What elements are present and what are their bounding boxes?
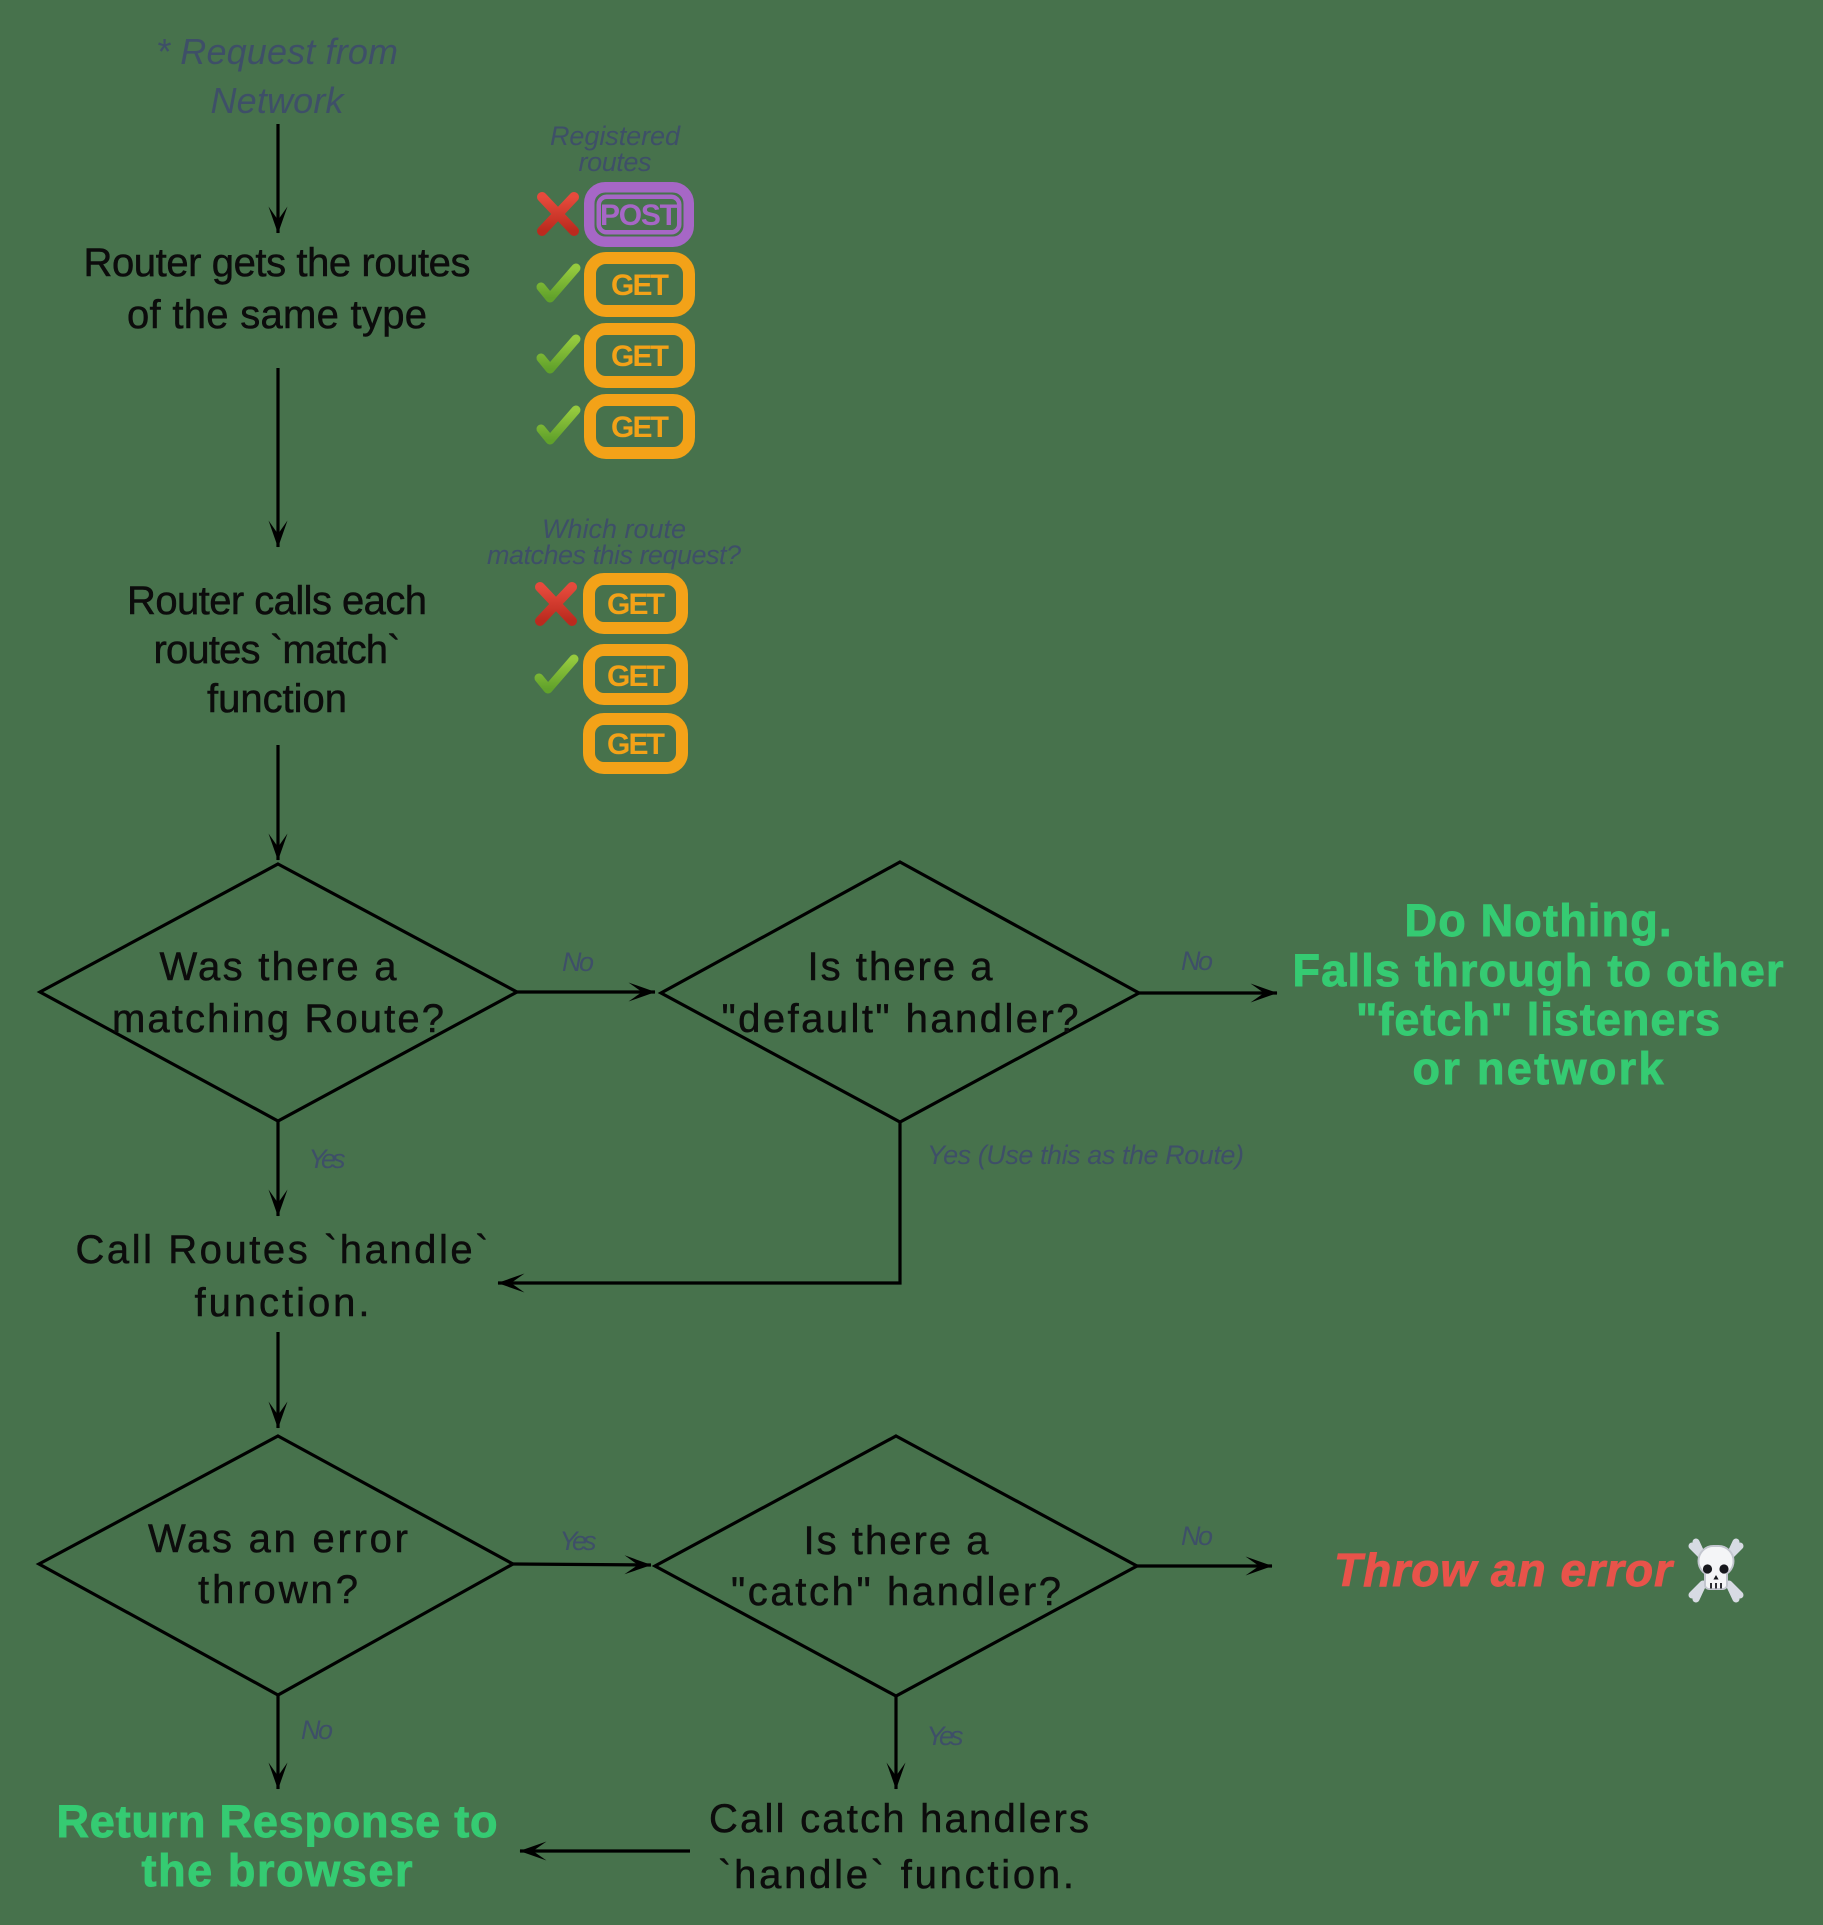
- svg-text:the browser: the browser: [142, 1845, 413, 1896]
- svg-text:Router calls each: Router calls each: [127, 579, 427, 623]
- svg-text:Yes: Yes: [927, 1721, 964, 1751]
- svg-text:function: function: [207, 677, 347, 721]
- svg-text:Falls through to other: Falls through to other: [1293, 945, 1784, 996]
- svg-text:No: No: [301, 1715, 333, 1745]
- svg-text:GET: GET: [611, 340, 669, 373]
- svg-text:GET: GET: [611, 411, 669, 444]
- svg-text:GET: GET: [607, 588, 665, 621]
- svg-text:GET: GET: [607, 728, 665, 761]
- svg-text:routes: routes: [579, 147, 652, 177]
- svg-text:Is there a: Is there a: [804, 1519, 990, 1563]
- svg-text:Which route: Which route: [542, 514, 686, 544]
- svg-text:* Request from: * Request from: [156, 31, 398, 72]
- svg-text:No: No: [562, 947, 594, 977]
- svg-text:GET: GET: [611, 269, 669, 302]
- svg-text:Was there a: Was there a: [160, 945, 398, 989]
- svg-text:"fetch" listeners: "fetch" listeners: [1356, 994, 1720, 1045]
- svg-text:Router gets the routes: Router gets the routes: [84, 241, 471, 285]
- svg-text:Call Routes `handle`: Call Routes `handle`: [76, 1228, 489, 1272]
- svg-text:No: No: [1181, 946, 1213, 976]
- svg-text:Yes (Use this as the Route): Yes (Use this as the Route): [927, 1140, 1244, 1170]
- svg-text:No: No: [1181, 1521, 1213, 1551]
- svg-text:`handle` function.: `handle` function.: [718, 1853, 1074, 1897]
- svg-text:Do Nothing.: Do Nothing.: [1405, 895, 1672, 946]
- svg-text:function.: function.: [195, 1281, 370, 1325]
- svg-text:Registered: Registered: [550, 121, 681, 151]
- svg-text:Network: Network: [211, 80, 346, 121]
- svg-text:"default" handler?: "default" handler?: [722, 997, 1079, 1041]
- svg-text:POST: POST: [600, 199, 678, 232]
- svg-text:Yes: Yes: [309, 1144, 346, 1174]
- svg-text:Return Response to: Return Response to: [57, 1796, 498, 1847]
- svg-text:routes `match`: routes `match`: [154, 628, 401, 672]
- svg-text:"catch" handler?: "catch" handler?: [731, 1570, 1061, 1614]
- svg-text:matching Route?: matching Route?: [112, 997, 444, 1041]
- svg-text:of the same type: of the same type: [127, 293, 427, 337]
- svg-text:Is there a: Is there a: [808, 945, 994, 989]
- svg-text:Throw an error: Throw an error: [1334, 1544, 1674, 1596]
- svg-text:Yes: Yes: [560, 1526, 597, 1556]
- svg-text:or network: or network: [1413, 1043, 1665, 1094]
- svg-text:Was an error: Was an error: [148, 1517, 408, 1561]
- svg-text:matches this request?: matches this request?: [487, 540, 741, 570]
- svg-text:Call catch handlers: Call catch handlers: [709, 1797, 1089, 1841]
- svg-text:GET: GET: [607, 660, 665, 693]
- svg-text:thrown?: thrown?: [198, 1568, 358, 1612]
